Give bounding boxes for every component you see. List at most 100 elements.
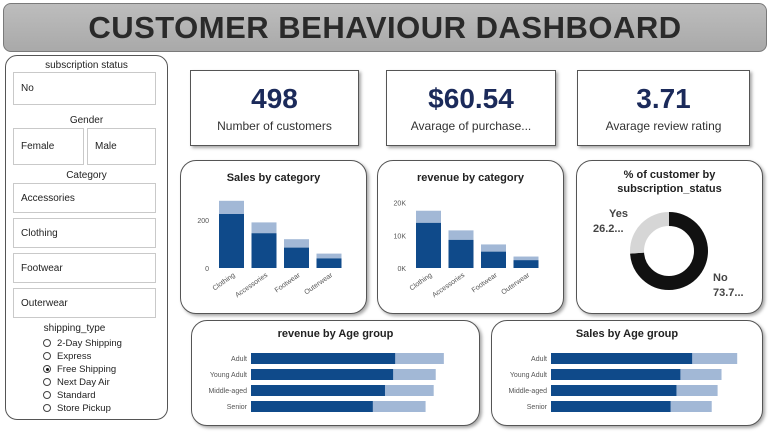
shipping-option-nextday[interactable]: Next Day Air bbox=[43, 376, 110, 388]
kpi-label: Number of customers bbox=[217, 119, 332, 133]
radio-icon bbox=[43, 404, 51, 412]
chart-title: Sales by category bbox=[226, 172, 321, 184]
radio-icon bbox=[43, 378, 51, 386]
shipping-option-label: 2-Day Shipping bbox=[57, 337, 122, 349]
subscription-slicer-no[interactable]: No bbox=[13, 72, 156, 105]
gender-slicer-title: Gender bbox=[69, 115, 104, 126]
x-tick-label: Accessories bbox=[234, 272, 269, 300]
kpi-value: 498 bbox=[251, 83, 298, 114]
dashboard-title-bar: CUSTOMER BEHAVIOUR DASHBOARD bbox=[3, 3, 767, 52]
bar-light bbox=[448, 230, 474, 240]
kpi-card-review-rating: 3.71 Avarage review rating bbox=[577, 70, 750, 146]
category-option-footwear[interactable]: Footwear bbox=[13, 253, 156, 283]
shipping-option-label: Next Day Air bbox=[57, 376, 110, 388]
bar-dark bbox=[251, 401, 373, 412]
shipping-option-2day[interactable]: 2-Day Shipping bbox=[43, 337, 122, 349]
bar-dark bbox=[316, 258, 342, 268]
revenue-by-age-card: revenue by Age group Adult Young Adult Mid… bbox=[191, 320, 480, 426]
shipping-option-standard[interactable]: Standard bbox=[43, 389, 96, 401]
slice-label-yes-value: 26.2... bbox=[593, 223, 624, 235]
bar-light bbox=[284, 239, 309, 248]
donut-slice-yes bbox=[630, 212, 708, 290]
y-tick-label: 10K bbox=[394, 233, 407, 240]
y-category-label: Middle-aged bbox=[508, 388, 547, 395]
revenue-by-category-card: revenue by category 0K 10K 20K Clothing Acce… bbox=[377, 160, 564, 314]
bar-dark bbox=[481, 251, 506, 268]
bar-dark bbox=[251, 353, 396, 364]
bar-dark bbox=[251, 385, 385, 396]
shipping-slicer-title: shipping_type bbox=[43, 323, 106, 334]
radio-icon bbox=[43, 352, 51, 360]
gender-option-female[interactable]: Female bbox=[13, 128, 84, 165]
slice-label-no-name: No bbox=[713, 272, 728, 284]
kpi-value: $60.54 bbox=[428, 83, 514, 114]
shipping-option-free[interactable]: Free Shipping bbox=[43, 363, 116, 375]
bar-dark bbox=[416, 222, 441, 268]
y-category-label: Young Adult bbox=[510, 372, 547, 379]
x-tick-label: Clothing bbox=[409, 272, 434, 293]
bar-light bbox=[416, 210, 441, 223]
bar-light bbox=[316, 253, 342, 259]
sales-by-age-card: Sales by Age group Adult Young Adult Middl… bbox=[491, 320, 763, 426]
category-option-outerwear[interactable]: Outerwear bbox=[13, 288, 156, 318]
radio-icon bbox=[43, 339, 51, 347]
shipping-option-label: Free Shipping bbox=[57, 363, 117, 375]
chart-title: % of customer by subscription_status bbox=[617, 169, 722, 195]
bar-dark bbox=[513, 260, 539, 268]
y-tick-label: 0K bbox=[397, 266, 406, 273]
kpi-card-avg-purchase: $60.54 Avarage of purchase... bbox=[386, 70, 556, 146]
shipping-option-pickup[interactable]: Store Pickup bbox=[43, 402, 111, 414]
radio-checked-icon bbox=[43, 365, 51, 373]
bar-light bbox=[251, 222, 277, 234]
chart-title: Sales by Age group bbox=[575, 328, 679, 340]
slice-label-yes-name: Yes bbox=[609, 208, 628, 220]
bar-light bbox=[513, 256, 539, 261]
x-tick-label: Footwear bbox=[471, 272, 499, 295]
bar-dark bbox=[551, 369, 681, 380]
shipping-option-label: Store Pickup bbox=[57, 402, 111, 414]
y-tick-label: 0 bbox=[205, 266, 209, 273]
bar-dark bbox=[251, 233, 277, 268]
bar-dark bbox=[219, 214, 244, 268]
kpi-label: Avarage review rating bbox=[605, 119, 722, 133]
category-slicer-title: Category bbox=[66, 170, 107, 181]
sales-by-age-chart: Adult Young Adult Middle-aged Senior bbox=[508, 353, 738, 412]
bar-dark bbox=[551, 385, 677, 396]
y-category-label: Middle-aged bbox=[208, 388, 247, 395]
y-category-label: Senior bbox=[227, 404, 248, 411]
shipping-option-label: Standard bbox=[57, 389, 96, 401]
slicer-panel: subscription status No Gender Female Mal… bbox=[5, 55, 168, 420]
subscription-donut-chart: Yes 26.2... No 73.7... bbox=[593, 208, 744, 299]
y-tick-label: 200 bbox=[197, 218, 209, 225]
category-option-clothing[interactable]: Clothing bbox=[13, 218, 156, 248]
y-tick-label: 20K bbox=[394, 201, 407, 208]
subscription-slicer-title: subscription status bbox=[45, 60, 128, 71]
page-title: CUSTOMER BEHAVIOUR DASHBOARD bbox=[88, 9, 682, 45]
kpi-value: 3.71 bbox=[636, 83, 691, 114]
bar-dark bbox=[551, 353, 693, 364]
y-category-label: Senior bbox=[527, 404, 548, 411]
y-category-label: Adult bbox=[231, 356, 247, 363]
x-tick-label: Footwear bbox=[274, 272, 302, 295]
y-category-label: Adult bbox=[531, 356, 547, 363]
x-tick-label: Clothing bbox=[212, 272, 237, 293]
bar-light bbox=[219, 200, 244, 214]
chart-title: revenue by category bbox=[417, 172, 524, 184]
kpi-label: Avarage of purchase... bbox=[410, 119, 532, 133]
gender-option-male[interactable]: Male bbox=[87, 128, 156, 165]
shipping-option-express[interactable]: Express bbox=[43, 350, 91, 362]
y-category-label: Young Adult bbox=[210, 372, 247, 379]
chart-title: revenue by Age group bbox=[277, 328, 394, 340]
bar-dark bbox=[251, 369, 394, 380]
sales-by-category-card: Sales by category 0 200 Clothing Accessorie… bbox=[180, 160, 367, 314]
bar-dark bbox=[448, 239, 474, 268]
bar-dark bbox=[284, 247, 309, 268]
kpi-card-customers: 498 Number of customers bbox=[190, 70, 359, 146]
category-option-accessories[interactable]: Accessories bbox=[13, 183, 156, 213]
shipping-option-label: Express bbox=[57, 350, 92, 362]
bar-dark bbox=[551, 401, 671, 412]
slice-label-no-value: 73.7... bbox=[713, 287, 744, 299]
subscription-status-card: % of customer by subscription_status Yes… bbox=[576, 160, 763, 314]
